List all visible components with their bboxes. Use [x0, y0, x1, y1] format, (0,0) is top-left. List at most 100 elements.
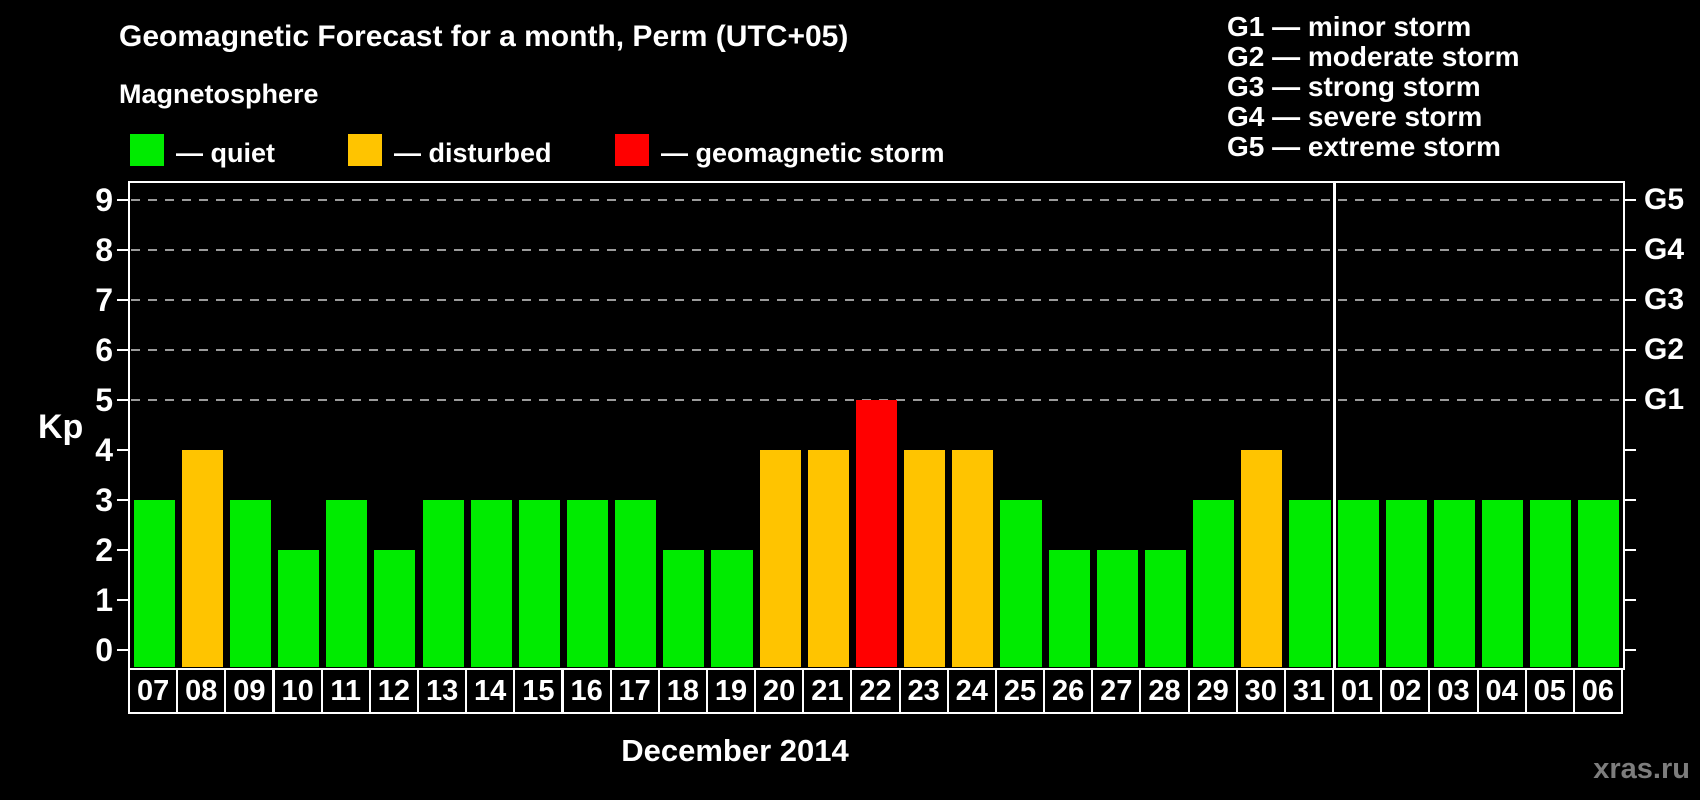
day-label-21: 21 — [802, 668, 853, 714]
day-label-15: 15 — [513, 668, 564, 714]
y-axis-label: Kp — [38, 408, 84, 446]
day-label-19: 19 — [705, 668, 757, 714]
g1-legend-line: G1 — minor storm — [1227, 11, 1472, 42]
gridline-kp9 — [131, 199, 1622, 201]
bar-day-15 — [518, 500, 560, 667]
day-label-03: 03 — [1428, 668, 1479, 714]
bar-day-04 — [1482, 500, 1524, 667]
day-label-01: 01 — [1332, 668, 1383, 714]
left-tick-8 — [117, 249, 130, 251]
plot-border — [128, 181, 1625, 670]
left-tick-4 — [117, 449, 130, 451]
storm-color-swatch — [615, 134, 649, 166]
right-tick-7 — [1623, 299, 1636, 301]
day-label-05: 05 — [1524, 668, 1575, 714]
day-label-14: 14 — [465, 668, 516, 714]
bar-day-09 — [229, 500, 271, 667]
bar-day-20 — [759, 450, 801, 667]
bar-day-18 — [663, 550, 705, 667]
bar-day-24 — [952, 450, 994, 667]
day-label-10: 10 — [272, 668, 323, 714]
day-label-09: 09 — [224, 668, 275, 714]
g-scale-label-g1: G1 — [1644, 383, 1685, 416]
bar-day-06 — [1578, 500, 1620, 667]
bar-day-17 — [615, 500, 657, 667]
disturbed-color-swatch — [348, 134, 382, 166]
day-label-08: 08 — [176, 668, 227, 714]
day-label-31: 31 — [1283, 668, 1335, 714]
day-label-20: 20 — [754, 668, 805, 714]
day-label-17: 17 — [609, 668, 660, 714]
bar-day-16 — [567, 500, 609, 667]
right-tick-6 — [1623, 349, 1636, 351]
day-label-28: 28 — [1139, 668, 1190, 714]
g3-legend-line: G3 — strong storm — [1227, 71, 1481, 102]
left-tick-9 — [117, 199, 130, 201]
bar-day-08 — [181, 450, 223, 667]
right-tick-2 — [1623, 549, 1636, 551]
day-label-02: 02 — [1380, 668, 1431, 714]
y-tick-label-1: 1 — [95, 582, 113, 618]
bar-day-30 — [1241, 450, 1283, 667]
bar-day-21 — [807, 450, 849, 667]
day-label-11: 11 — [320, 668, 371, 714]
y-tick-label-2: 2 — [95, 532, 113, 568]
g-scale-label-g5: G5 — [1644, 183, 1685, 216]
y-tick-label-5: 5 — [95, 382, 113, 418]
g5-legend-line: G5 — extreme storm — [1227, 131, 1501, 162]
g-scale-label-g4: G4 — [1644, 233, 1685, 266]
day-label-04: 04 — [1476, 668, 1527, 714]
bar-day-22 — [855, 400, 898, 667]
day-label-18: 18 — [657, 668, 708, 714]
day-label-26: 26 — [1043, 668, 1094, 714]
bar-day-13 — [422, 500, 464, 667]
bar-day-03 — [1433, 500, 1476, 667]
left-tick-0 — [117, 649, 130, 651]
left-tick-2 — [117, 549, 130, 551]
x-axis-month-label: December 2014 — [621, 733, 849, 768]
month-separator-line — [1332, 183, 1336, 668]
bar-day-14 — [470, 500, 512, 667]
chart-title: Geomagnetic Forecast for a month, Perm (… — [119, 20, 849, 53]
day-label-07: 07 — [128, 668, 179, 714]
day-label-30: 30 — [1235, 668, 1286, 714]
day-label-25: 25 — [994, 668, 1046, 714]
day-label-12: 12 — [368, 668, 419, 714]
g-scale-label-g3: G3 — [1644, 283, 1685, 316]
g2-legend-line: G2 — moderate storm — [1227, 41, 1520, 72]
y-tick-label-4: 4 — [95, 432, 113, 468]
gridline-kp8 — [131, 249, 1622, 251]
quiet-legend-label: — quiet — [176, 138, 275, 168]
left-tick-7 — [117, 299, 130, 301]
day-label-13: 13 — [417, 668, 468, 714]
day-label-06: 06 — [1572, 668, 1623, 714]
g-scale-label-g2: G2 — [1644, 333, 1685, 366]
bar-day-01 — [1337, 500, 1379, 667]
bar-day-26 — [1048, 550, 1090, 667]
right-tick-4 — [1623, 449, 1636, 451]
day-label-22: 22 — [850, 668, 901, 714]
bar-day-11 — [326, 500, 368, 667]
bar-day-31 — [1289, 500, 1331, 667]
gridline-kp6 — [131, 349, 1622, 351]
y-tick-label-8: 8 — [95, 232, 113, 268]
y-tick-label-6: 6 — [95, 332, 113, 368]
day-label-27: 27 — [1091, 668, 1142, 714]
bar-day-07 — [133, 500, 175, 667]
day-label-16: 16 — [561, 668, 612, 714]
bar-day-29 — [1193, 500, 1235, 667]
day-label-29: 29 — [1187, 668, 1238, 714]
bar-day-12 — [374, 550, 416, 667]
bar-day-28 — [1144, 550, 1187, 667]
left-tick-6 — [117, 349, 130, 351]
watermark: xras.ru — [1593, 753, 1690, 785]
bar-day-02 — [1385, 500, 1427, 667]
disturbed-legend-label: — disturbed — [394, 138, 552, 168]
left-tick-5 — [117, 399, 130, 401]
g-scale-legend: G1 — minor storm G2 — moderate storm G3 … — [1227, 12, 1520, 162]
right-tick-0 — [1623, 649, 1636, 651]
magnetosphere-legend-title: Magnetosphere — [119, 79, 319, 109]
y-tick-label-7: 7 — [95, 282, 113, 318]
storm-legend-label: — geomagnetic storm — [661, 138, 945, 168]
